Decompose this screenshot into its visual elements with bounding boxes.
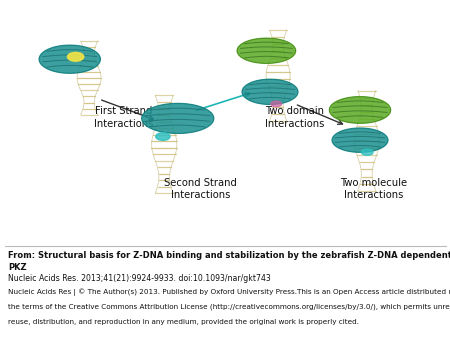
Text: Two molecule
Interactions: Two molecule Interactions	[340, 178, 407, 200]
Circle shape	[271, 101, 282, 107]
Text: Nucleic Acids Res. 2013;41(21):9924-9933. doi:10.1093/nar/gkt743: Nucleic Acids Res. 2013;41(21):9924-9933…	[8, 274, 271, 284]
Polygon shape	[237, 38, 296, 63]
Circle shape	[68, 52, 84, 61]
Text: From: Structural basis for Z-DNA binding and stabilization by the zebrafish Z-DN: From: Structural basis for Z-DNA binding…	[8, 251, 450, 260]
Text: Nucleic Acids Res | © The Author(s) 2013. Published by Oxford University Press.T: Nucleic Acids Res | © The Author(s) 2013…	[8, 288, 450, 295]
Text: First Strand
Interactions: First Strand Interactions	[94, 106, 153, 129]
Polygon shape	[39, 45, 100, 73]
Text: Second Strand
Interactions: Second Strand Interactions	[164, 178, 237, 200]
Polygon shape	[142, 103, 214, 134]
Text: the terms of the Creative Commons Attribution License (http://creativecommons.or: the terms of the Creative Commons Attrib…	[8, 303, 450, 310]
Polygon shape	[242, 79, 298, 104]
Circle shape	[361, 149, 373, 155]
Polygon shape	[332, 128, 388, 152]
Text: reuse, distribution, and reproduction in any medium, provided the original work : reuse, distribution, and reproduction in…	[8, 319, 359, 325]
Circle shape	[68, 52, 84, 61]
Text: PKZ: PKZ	[8, 263, 27, 272]
Text: Two domain
Interactions: Two domain Interactions	[265, 106, 324, 129]
Polygon shape	[329, 97, 391, 123]
Circle shape	[156, 133, 170, 140]
